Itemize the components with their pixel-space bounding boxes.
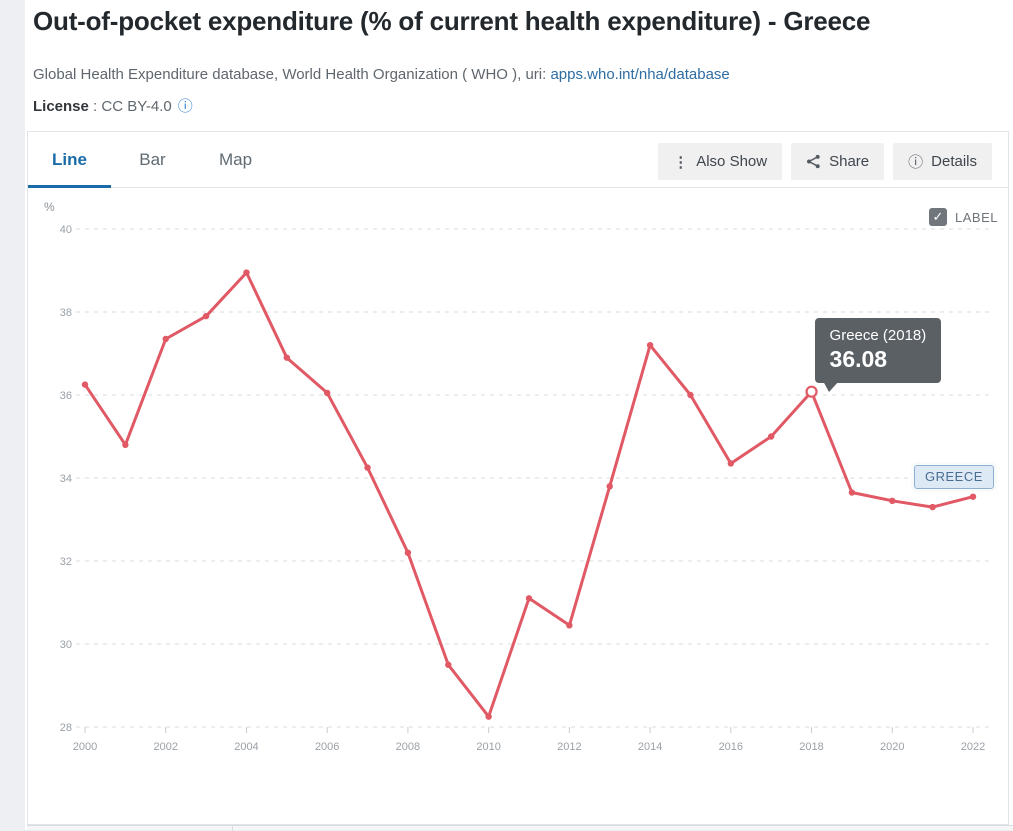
data-point [646,342,654,349]
chart-tabbar: Line Bar Map ⋮ Also Show [28,132,1008,188]
next-section-cropped-row [27,825,1013,831]
x-tick-label: 2002 [153,741,177,753]
label-checkbox-text: LABEL [955,209,998,225]
x-tick-label: 2014 [638,741,662,753]
chart-region: % 40 38 36 34 32 30 28 2000 2002 2004 2006 2008 2010… [28,188,1008,824]
data-point [122,441,129,448]
source-text: Global Health Expenditure database, Worl… [33,66,551,83]
details-label: Details [931,153,977,170]
info-icon: ⓘ [908,154,924,171]
column-divider [232,826,233,831]
chart-card: Line Bar Map ⋮ Also Show [27,131,1009,825]
y-tick-label: 38 [60,307,72,319]
tab-line[interactable]: Line [28,132,111,188]
license-label: License [33,98,89,115]
series-tag-greece[interactable]: GREECE [911,462,997,492]
data-point [485,713,492,720]
x-tick-label: 2004 [234,741,258,753]
checkbox-check-icon[interactable]: ✓ [929,208,947,226]
y-tick-label: 36 [60,390,72,402]
y-tick-label: 34 [60,473,72,485]
data-point [525,595,533,602]
y-tick-label: 40 [60,224,72,236]
share-label: Share [829,153,870,170]
license-line: License : CC BY-4.0 ⓘ [33,95,193,116]
tooltip-title: Greece (2018) [829,326,927,344]
y-tick-label: 32 [60,556,72,568]
data-point [727,460,735,467]
data-point [889,497,896,505]
x-tick-label: 2016 [719,741,743,753]
data-point [929,503,936,511]
source-line: Global Health Expenditure database, Worl… [33,66,730,83]
also-show-label: Also Show [696,153,768,170]
x-tick-label: 2012 [557,741,581,753]
data-point [243,269,250,276]
tooltip-value: 36.08 [829,345,888,372]
page: Out-of-pocket expenditure (% of current … [25,0,1013,831]
highlighted-data-point [805,385,818,398]
x-tick-label: 2000 [73,741,97,753]
data-point-tooltip: Greece (2018) 36.08 [814,317,942,392]
x-tick-label: 2006 [315,741,339,753]
data-point [566,622,573,629]
data-point [364,464,371,471]
toolbar-buttons: ⋮ Also Show Share ⓘ [658,143,992,180]
x-tick-label: 2022 [961,741,985,753]
tab-bar[interactable]: Bar [139,150,166,169]
x-tick-label: 2010 [476,741,500,753]
license-value: CC BY-4.0 [101,98,172,115]
x-tick-label: 2018 [799,741,823,753]
also-show-button[interactable]: ⋮ Also Show [658,143,783,180]
data-point [202,312,210,320]
share-button[interactable]: Share [791,143,885,180]
data-point [323,389,331,397]
data-point [404,549,412,556]
data-point [81,381,89,388]
label-checkbox-control[interactable]: ✓ LABEL [929,208,998,226]
details-button[interactable]: ⓘ Details [893,143,992,180]
x-tick-label: 2008 [396,741,420,753]
tab-map[interactable]: Map [218,150,253,169]
data-point [445,661,452,668]
share-icon [806,154,821,169]
y-axis-unit-label: % [44,200,55,214]
page-title: Out-of-pocket expenditure (% of current … [33,6,871,36]
y-tick-label: 28 [60,722,72,734]
source-link[interactable]: apps.who.int/nha/database [550,66,730,83]
x-tick-label: 2020 [880,741,904,753]
data-point [283,354,291,361]
data-point [606,483,613,490]
data-point [162,335,169,343]
kebab-icon: ⋮ [673,153,689,171]
data-point [848,489,856,496]
license-info-icon[interactable]: ⓘ [177,98,193,115]
y-tick-label: 30 [60,639,72,651]
license-separator: : [88,98,102,115]
data-point [969,493,977,500]
data-point [767,433,775,440]
data-point [687,391,694,399]
